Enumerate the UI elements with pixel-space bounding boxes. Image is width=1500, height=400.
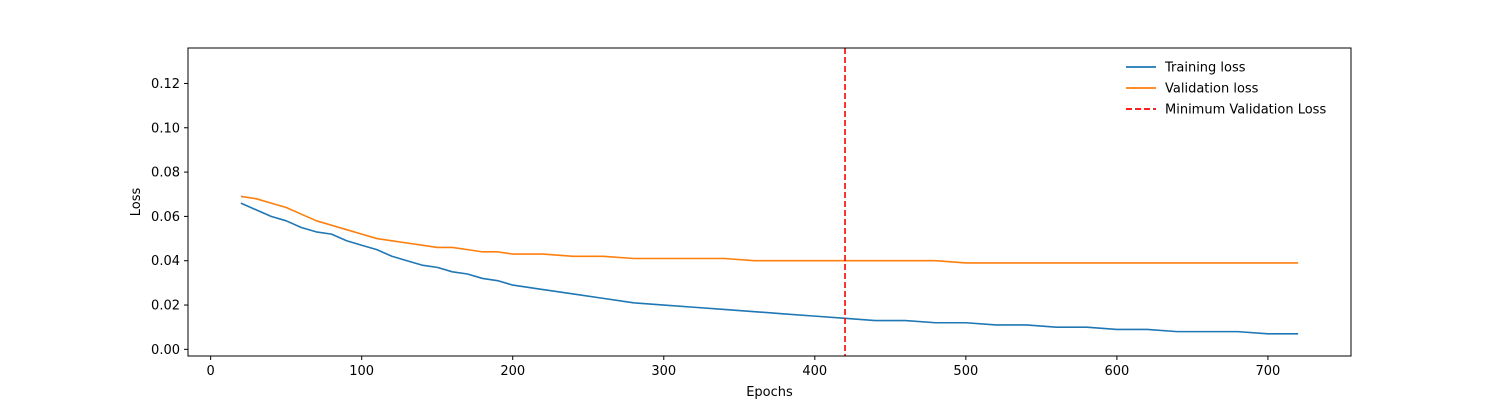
series-line-0	[240, 202, 1299, 335]
y-tick-label: 0.00	[151, 343, 180, 358]
y-tick-label: 0.12	[151, 77, 180, 92]
plot-frame	[187, 47, 1352, 357]
x-tick-label: 400	[802, 364, 827, 379]
y-axis: 0.00 0.02 0.04 0.06 0.08 0.10 0.12	[151, 77, 188, 358]
x-axis-label: Epochs	[746, 385, 793, 400]
x-tick-label: 300	[651, 364, 676, 379]
x-tick-label: 0	[207, 364, 215, 379]
x-tick-label: 500	[953, 364, 978, 379]
x-tick-label: 700	[1256, 364, 1281, 379]
y-tick-label: 0.04	[151, 254, 180, 269]
y-tick-label: 0.10	[151, 121, 180, 136]
y-tick-label: 0.02	[151, 299, 180, 314]
y-tick-label: 0.06	[151, 210, 180, 225]
x-tick-label: 200	[500, 364, 525, 379]
legend-label-1: Validation loss	[1165, 82, 1259, 97]
legend-label-0: Training loss	[1164, 61, 1246, 76]
legend: Training loss Validation loss Minimum Vali…	[1126, 61, 1326, 118]
y-axis-label: Loss	[129, 188, 144, 217]
series-layer	[240, 195, 1299, 335]
series-line-1	[240, 195, 1299, 264]
y-tick-label: 0.08	[151, 166, 180, 181]
x-tick-label: 100	[349, 364, 374, 379]
x-tick-label: 600	[1104, 364, 1129, 379]
x-axis: 0 100 200 300 400 500 600 700	[207, 356, 1281, 379]
legend-label-2: Minimum Validation Loss	[1165, 103, 1326, 118]
